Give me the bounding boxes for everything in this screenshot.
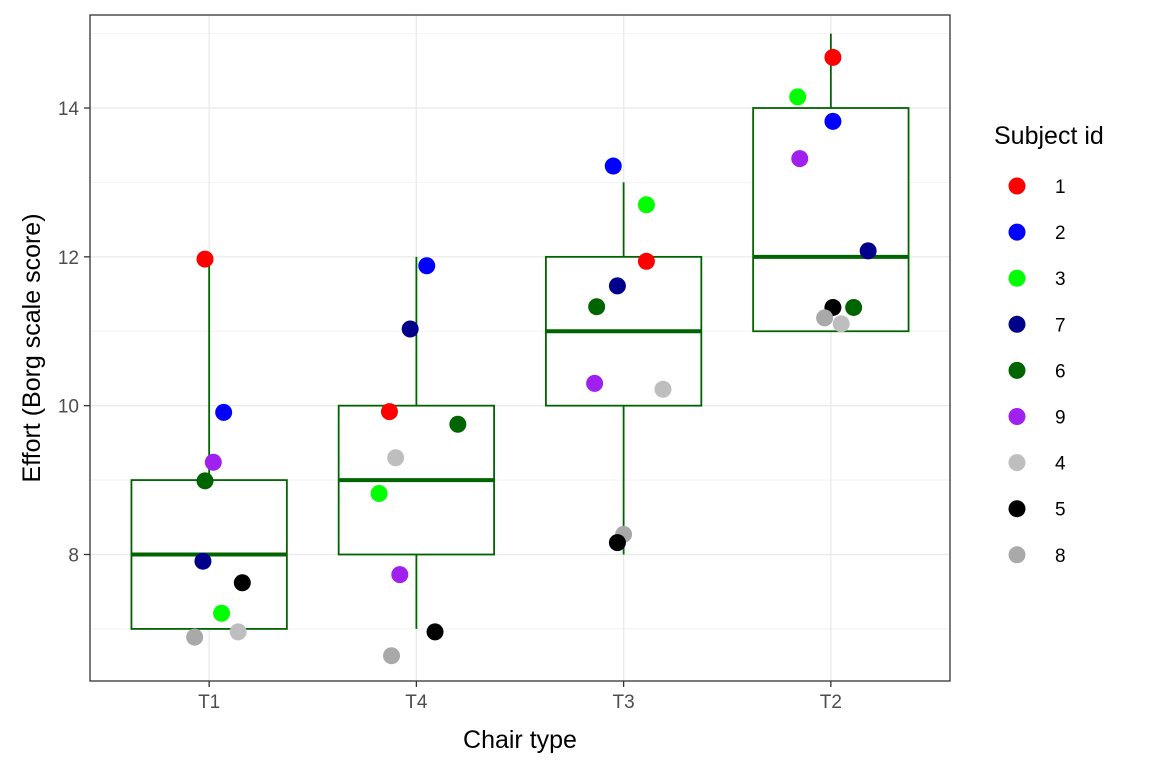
legend-label-6: 6 bbox=[1055, 361, 1066, 382]
point-T3-subject-3 bbox=[637, 196, 655, 214]
y-axis-title: Effort (Borg scale score) bbox=[18, 213, 46, 482]
legend-key-1 bbox=[1008, 177, 1026, 195]
x-tick-label: T3 bbox=[613, 692, 635, 713]
legend-label-9: 9 bbox=[1055, 408, 1066, 429]
point-T4-subject-5 bbox=[426, 623, 444, 641]
point-T4-subject-1 bbox=[380, 403, 398, 421]
legend-label-8: 8 bbox=[1055, 546, 1066, 567]
point-T4-subject-6 bbox=[449, 415, 467, 433]
point-T4-subject-3 bbox=[370, 484, 388, 502]
legend-key-9 bbox=[1008, 408, 1026, 425]
point-T1-subject-3 bbox=[213, 604, 231, 622]
box-body bbox=[752, 107, 910, 333]
point-T2-subject-8 bbox=[816, 309, 834, 327]
point-T4-subject-9 bbox=[391, 566, 409, 584]
point-T3-subject-4 bbox=[654, 380, 672, 398]
x-tick-label: T2 bbox=[820, 692, 842, 713]
legend-key-4 bbox=[1008, 454, 1026, 472]
point-T2-subject-9 bbox=[791, 150, 809, 168]
y-tick-label: 10 bbox=[58, 397, 79, 418]
point-T4-subject-7 bbox=[401, 320, 419, 338]
point-T1-subject-7 bbox=[194, 552, 212, 570]
legend-key-2 bbox=[1008, 223, 1026, 241]
legend-key-3 bbox=[1008, 269, 1026, 287]
point-T2-subject-1 bbox=[824, 48, 842, 66]
box-T1 bbox=[130, 256, 288, 630]
point-T1-subject-9 bbox=[204, 453, 222, 471]
point-T1-subject-5 bbox=[233, 574, 251, 592]
point-T4-subject-8 bbox=[383, 647, 401, 665]
point-T3-subject-5 bbox=[608, 534, 626, 552]
box-T2 bbox=[752, 33, 910, 333]
point-T4-subject-4 bbox=[387, 449, 405, 467]
legend-label-2: 2 bbox=[1055, 223, 1066, 244]
x-tick-label: T1 bbox=[198, 692, 220, 713]
point-T4-subject-2 bbox=[418, 257, 436, 275]
panel-border bbox=[89, 14, 951, 682]
point-T3-subject-7 bbox=[608, 277, 626, 295]
point-T1-subject-2 bbox=[215, 403, 233, 421]
point-T1-subject-1 bbox=[196, 250, 214, 268]
legend-label-5: 5 bbox=[1055, 500, 1066, 521]
legend-label-4: 4 bbox=[1055, 454, 1066, 475]
point-T2-subject-6 bbox=[845, 298, 863, 316]
axes: 8 10 12 14 T1 T4 T3 T2 bbox=[58, 99, 842, 713]
point-T2-subject-4 bbox=[832, 315, 850, 333]
point-T3-subject-6 bbox=[588, 298, 606, 316]
legend-key-7 bbox=[1008, 315, 1026, 333]
legend-title: Subject id bbox=[994, 122, 1104, 150]
legend-key-6 bbox=[1008, 361, 1026, 379]
point-T3-subject-2 bbox=[604, 157, 622, 175]
point-layer bbox=[186, 48, 877, 665]
legend-key-5 bbox=[1008, 500, 1026, 518]
point-T2-subject-7 bbox=[859, 242, 877, 260]
x-tick-label: T4 bbox=[405, 692, 428, 713]
y-tick-label: 14 bbox=[58, 99, 80, 120]
point-T2-subject-2 bbox=[824, 112, 842, 130]
x-axis-title: Chair type bbox=[463, 726, 577, 754]
legend-label-1: 1 bbox=[1055, 177, 1066, 198]
point-T3-subject-1 bbox=[637, 252, 655, 270]
legend-label-7: 7 bbox=[1055, 315, 1066, 336]
legend: Subject id 1 2 3 7 6 9 4 5 8 bbox=[994, 122, 1104, 567]
legend-key-8 bbox=[1008, 546, 1026, 564]
point-T3-subject-9 bbox=[586, 374, 604, 392]
point-T1-subject-4 bbox=[229, 623, 247, 641]
point-T2-subject-3 bbox=[789, 88, 807, 106]
point-T1-subject-6 bbox=[196, 472, 214, 490]
legend-label-3: 3 bbox=[1055, 269, 1066, 290]
y-tick-label: 8 bbox=[68, 545, 79, 566]
point-T1-subject-8 bbox=[186, 628, 204, 646]
y-tick-label: 12 bbox=[58, 248, 79, 269]
